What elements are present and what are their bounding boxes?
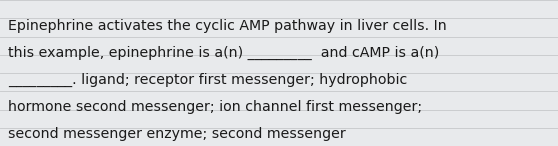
Text: hormone second messenger; ion channel first messenger;: hormone second messenger; ion channel fi… — [8, 100, 422, 114]
Text: _________. ligand; receptor first messenger; hydrophobic: _________. ligand; receptor first messen… — [8, 73, 407, 87]
Text: second messenger enzyme; second messenger: second messenger enzyme; second messenge… — [8, 127, 346, 141]
Text: this example, epinephrine is a(n) _________  and cAMP is a(n): this example, epinephrine is a(n) ______… — [8, 46, 439, 60]
Text: Epinephrine activates the cyclic AMP pathway in liver cells. In: Epinephrine activates the cyclic AMP pat… — [8, 19, 447, 33]
